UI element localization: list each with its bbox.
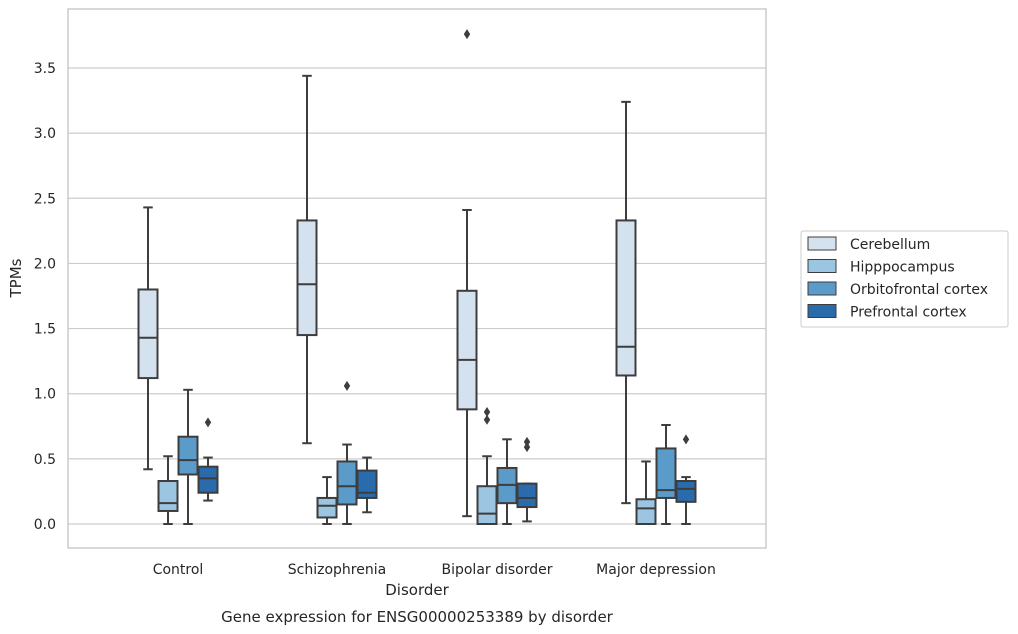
box <box>516 482 538 509</box>
figure-caption: Gene expression for ENSG00000253389 by d… <box>221 608 614 626</box>
outlier-point <box>483 406 491 417</box>
box <box>476 485 498 525</box>
y-tick-label: 3.0 <box>34 126 56 142</box>
x-tick-label: Control <box>153 562 204 578</box>
box <box>615 219 637 377</box>
box-group <box>655 423 677 525</box>
box <box>296 219 318 337</box>
box-layer <box>137 29 697 526</box>
outlier-point <box>523 442 531 453</box>
x-tick-labels: Control Schizophrenia Bipolar disorder Majo… <box>153 562 716 578</box>
y-tick-label: 2.0 <box>34 256 56 272</box>
box <box>675 480 697 503</box>
box-group <box>635 460 657 526</box>
box <box>655 447 677 499</box>
outlier-point <box>483 414 491 425</box>
box <box>336 460 358 506</box>
legend-swatch <box>807 281 837 296</box>
outlier-point <box>523 436 531 447</box>
box-group <box>356 456 378 514</box>
y-tick-label: 2.5 <box>34 191 56 207</box>
outlier-point <box>343 380 351 391</box>
y-axis-title: TPMs <box>7 258 25 298</box>
box <box>635 498 657 526</box>
box <box>157 480 179 512</box>
legend-swatch <box>807 304 837 318</box>
y-tick-labels: 0.0 0.5 1.0 1.5 2.0 2.5 3.0 3.5 <box>34 61 56 533</box>
box-group <box>456 29 478 518</box>
box <box>456 289 478 411</box>
legend-swatch <box>807 236 837 251</box>
box-group <box>476 406 498 525</box>
legend-label: Orbitofrontal cortex <box>850 282 988 298</box>
y-tick-label: 0.0 <box>34 517 56 533</box>
outlier-point <box>463 29 471 40</box>
legend-label: Hipppocampus <box>850 260 955 276</box>
box-group <box>157 455 179 525</box>
x-axis-title: Disorder <box>385 581 449 599</box>
box <box>316 496 338 519</box>
legend-label: Cerebellum <box>850 237 930 253</box>
legend-swatch <box>807 259 837 273</box>
y-tick-label: 1.0 <box>34 387 56 403</box>
y-tick-label: 0.5 <box>34 452 56 468</box>
x-tick-label: Bipolar disorder <box>441 562 552 578</box>
box-group <box>137 206 159 471</box>
box <box>137 288 159 380</box>
x-tick-label: Schizophrenia <box>288 562 386 578</box>
legend-label: Prefrontal cortex <box>850 305 967 321</box>
box-group <box>177 388 199 525</box>
outlier-point <box>682 434 690 445</box>
box <box>197 465 219 494</box>
box-group <box>316 476 338 525</box>
plot-frame <box>67 8 767 549</box>
box-group <box>675 434 697 525</box>
box <box>356 469 378 499</box>
outlier-point <box>204 417 212 428</box>
y-tick-label: 3.5 <box>34 61 56 77</box>
box <box>177 435 199 476</box>
box-group <box>296 74 318 445</box>
legend: Cerebellum Hipppocampus Orbitofrontal cort… <box>800 230 1009 328</box>
legend-frame <box>800 230 1009 328</box>
box-group <box>197 417 219 502</box>
box-group <box>516 436 538 523</box>
y-tick-label: 1.5 <box>34 322 56 338</box>
box-group <box>615 100 637 505</box>
x-tick-label: Major depression <box>596 562 716 578</box>
